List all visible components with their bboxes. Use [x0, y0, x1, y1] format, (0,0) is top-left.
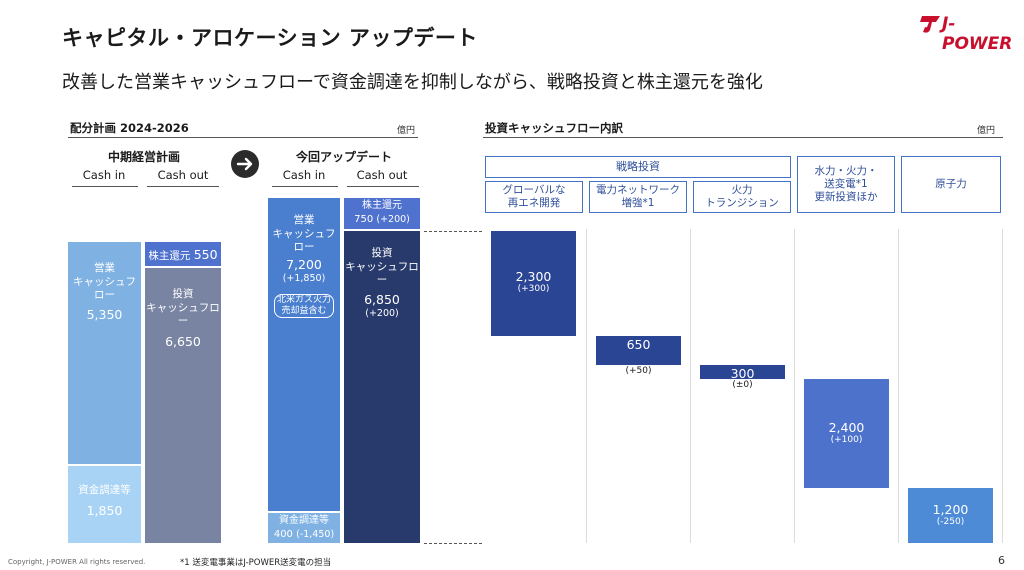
waterfall-bar-thermal-transition [700, 365, 785, 380]
waterfall-delta-nuclear: (-250) [936, 516, 965, 527]
right-section-rule [483, 137, 1003, 138]
plan-financing-label: 資金調達等 [78, 484, 131, 496]
update-financing-delta: (-1,450) [296, 528, 335, 540]
update-financing-label: 資金調達等 [279, 515, 329, 526]
waterfall-label-renewables: 2,300 (+300) [491, 269, 576, 294]
plan-cash-out-label: Cash out [157, 168, 209, 182]
update-investment-cf-value: 6,850 [364, 291, 400, 307]
connector-bottom [424, 543, 482, 544]
category-header-renewables: グローバルな 再エネ開発 [485, 181, 583, 213]
waterfall-value-renewal: 2,400 [828, 419, 865, 435]
plan-financing-value: 1,850 [86, 502, 123, 518]
left-unit: 億円 [397, 126, 416, 136]
waterfall-bar-nuclear [908, 488, 993, 543]
copyright: Copyright, J-POWER All rights reserved. [8, 558, 146, 566]
waterfall-label-renewal: 2,400 (+100) [804, 420, 889, 445]
update-operating-cf-label: 営業 キャッシュフロー [272, 214, 336, 254]
update-cash-in-label: Cash in [282, 168, 326, 182]
update-operating-cf-bar: 営業 キャッシュフロー 7,200 (+1,850) 北米ガス火力 売却益含む [268, 198, 340, 511]
strategic-investment-header: 戦略投資 [485, 156, 791, 178]
right-section-title: 投資キャッシュフロー内訳 [485, 121, 623, 135]
plan-shareholder-return-bar: 株主還元 550 [145, 242, 221, 266]
logo-text: J-POWER [942, 14, 1013, 54]
waterfall-delta-renewal: (+100) [830, 434, 863, 445]
update-financing-bar: 資金調達等 400 (-1,450) [268, 513, 340, 543]
plan-cash-in-underline [72, 186, 138, 187]
waterfall-bar-renewal [804, 379, 889, 489]
plan-operating-cf-bar: 営業 キャッシュフロー 5,350 [68, 242, 141, 464]
footnote: *1 送変電事業はJ-POWER送変電の担当 [180, 558, 332, 568]
plan-investment-cf-label: 投資 キャッシュフロー [146, 288, 220, 328]
gridline [898, 229, 899, 543]
update-operating-cf-delta: (+1,850) [282, 273, 326, 285]
plan-title: 中期経営計画 [107, 150, 180, 164]
waterfall-delta-renewables: (+300) [517, 284, 550, 295]
plan-investment-cf-value: 6,650 [165, 333, 201, 349]
update-investment-cf-delta: (+200) [365, 308, 399, 320]
gridline [586, 229, 587, 543]
waterfall-label-nuclear: 1,200 (-250) [908, 502, 993, 527]
waterfall-value-nuclear: 1,200 [932, 501, 969, 517]
plan-shareholder-return-label: 株主還元 [148, 250, 191, 262]
connector-top [424, 231, 482, 232]
plan-cash-in-label: Cash in [82, 168, 126, 182]
waterfall-label-network: 650 (+50) [596, 336, 681, 377]
category-header-nuclear: 原子力 [901, 156, 1001, 213]
category-header-thermal-transition: 火力 トランジション [693, 181, 791, 213]
update-investment-cf-bar: 投資 キャッシュフロー 6,850 (+200) [344, 231, 420, 543]
waterfall-delta-thermal-transition: (±0) [732, 380, 753, 391]
jpower-logo-icon [920, 16, 940, 33]
page-subtitle: 改善した営業キャッシュフローで資金調達を抑制しながら、戦略投資と株主還元を強化 [62, 72, 763, 93]
waterfall-value-network: 650 [626, 336, 651, 352]
update-financing-value: 400 [273, 528, 293, 540]
arrow-right-icon [236, 157, 253, 171]
gridline [794, 229, 795, 543]
plan-operating-cf-value: 5,350 [86, 306, 123, 322]
plan-investment-cf-bar: 投資 キャッシュフロー 6,650 [145, 268, 221, 543]
update-arrow [231, 150, 259, 178]
gridline [1002, 229, 1003, 543]
page-title: キャピタル・アロケーション アップデート [62, 26, 478, 50]
waterfall-label-thermal-transition: 300 (±0) [700, 366, 785, 390]
plan-shareholder-return-value: 550 [193, 247, 218, 262]
update-cash-out-label: Cash out [356, 168, 408, 182]
gridline [690, 229, 691, 543]
update-shareholder-return-bar: 株主還元 750 (+200) [344, 198, 420, 229]
category-header-network: 電力ネットワーク 増強*1 [589, 181, 687, 213]
left-section-rule [68, 137, 418, 138]
update-shareholder-return-value: 750 [354, 214, 374, 225]
plan-cash-out-underline [147, 186, 219, 187]
waterfall-delta-network: (+50) [625, 366, 652, 377]
update-shareholder-return-label: 株主還元 [362, 200, 402, 211]
update-shareholder-return-delta: (+200) [376, 214, 410, 225]
update-investment-cf-label: 投資 キャッシュフロー [345, 247, 419, 287]
right-unit: 億円 [977, 126, 996, 136]
waterfall-value-renewables: 2,300 [515, 269, 552, 285]
update-cash-in-underline [272, 186, 338, 187]
left-section-title: 配分計画 2024-2026 [70, 121, 189, 135]
update-note-pill: 北米ガス火力 売却益含む [274, 293, 334, 319]
waterfall-bar-renewables [491, 231, 576, 336]
category-header-renewal: 水力・火力・ 送変電*1 更新投資ほか [797, 156, 895, 213]
update-title: 今回アップデート [295, 150, 392, 164]
update-operating-cf-value: 7,200 [286, 256, 322, 272]
waterfall-value-thermal-transition: 300 [730, 366, 755, 382]
plan-financing-bar: 資金調達等 1,850 [68, 466, 141, 543]
waterfall-bar-network [596, 335, 681, 366]
update-cash-out-underline [347, 186, 419, 187]
page-number: 6 [998, 554, 1005, 567]
plan-operating-cf-label: 営業 キャッシュフロー [73, 262, 136, 302]
